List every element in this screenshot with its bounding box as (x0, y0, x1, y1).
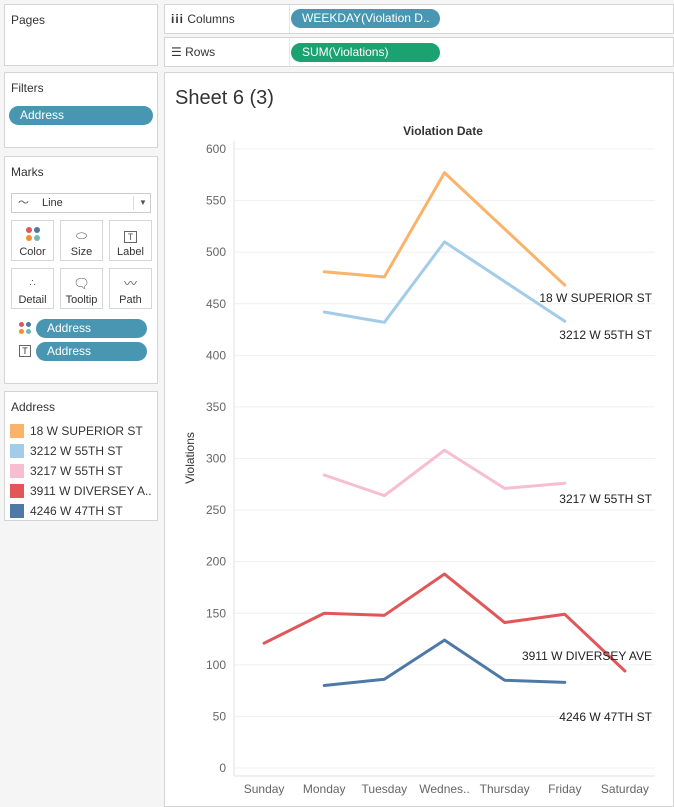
columns-label: iii Columns (171, 12, 235, 26)
legend-swatch (10, 484, 24, 498)
sheet-title: Sheet 6 (3) (175, 87, 274, 109)
columns-pill[interactable]: WEEKDAY(Violation D.. (291, 9, 440, 28)
label-button[interactable]: T Label (109, 220, 152, 261)
detail-icon: ∴ (29, 278, 36, 289)
label-field-icon: T (19, 345, 31, 357)
rows-pill[interactable]: SUM(Violations) (291, 43, 440, 62)
path-button[interactable]: 〰 Path (109, 268, 152, 309)
filters-title: Filters (11, 81, 44, 95)
legend-swatch (10, 504, 24, 518)
rows-label: ☰ Rows (171, 45, 215, 59)
detail-button-label: Detail (18, 294, 47, 306)
size-button-label: Size (70, 246, 93, 258)
filter-pill-address[interactable]: Address (9, 106, 153, 125)
size-button[interactable]: ⬭ Size (60, 220, 103, 261)
legend-label: 3911 W DIVERSEY A.. (30, 484, 152, 498)
marks-title: Marks (11, 165, 44, 179)
text-label-icon: T (110, 226, 151, 246)
shelf-divider (289, 5, 290, 33)
legend-swatch (10, 464, 24, 478)
filters-shelf[interactable]: Filters Address (4, 72, 158, 148)
marks-card: Marks 〜 Line ▼ Color ⬭ Size T Label ∴ De… (4, 156, 158, 384)
mark-type-value: Line (42, 197, 63, 209)
rows-icon: ☰ (171, 45, 182, 59)
line-icon: 〜 (18, 197, 29, 209)
tooltip-button[interactable]: 🗨 Tooltip (60, 268, 103, 309)
legend-label: 3212 W 55TH ST (30, 444, 123, 458)
size-icon: ⬭ (75, 228, 88, 243)
color-button[interactable]: Color (11, 220, 54, 261)
legend-label: 3217 W 55TH ST (30, 464, 123, 478)
columns-icon: iii (171, 12, 185, 26)
pages-shelf[interactable]: Pages (4, 4, 158, 66)
color-field-pill[interactable]: Address (36, 319, 147, 338)
tooltip-button-label: Tooltip (65, 294, 98, 306)
legend-title: Address (11, 400, 56, 414)
shelf-divider (289, 38, 290, 66)
sheet-view: Sheet 6 (3) (164, 72, 674, 807)
legend-label: 4246 W 47TH ST (30, 504, 123, 518)
columns-shelf[interactable]: iii Columns WEEKDAY(Violation D.. (164, 4, 674, 34)
rows-label-text: Rows (185, 45, 216, 59)
chevron-down-icon: ▼ (139, 198, 147, 207)
label-field-pill[interactable]: Address (36, 342, 147, 361)
detail-button[interactable]: ∴ Detail (11, 268, 54, 309)
legend-label: 18 W SUPERIOR ST (30, 424, 143, 438)
tooltip-icon: 🗨 (73, 276, 90, 291)
mark-type-dropdown[interactable]: 〜 Line ▼ (11, 193, 151, 213)
color-field-icon (18, 321, 32, 338)
legend-swatch (10, 424, 24, 438)
color-button-label: Color (19, 246, 46, 258)
legend-swatch (10, 444, 24, 458)
columns-label-text: Columns (187, 12, 235, 26)
rows-shelf[interactable]: ☰ Rows SUM(Violations) (164, 37, 674, 67)
label-button-label: Label (117, 246, 144, 258)
path-icon: 〰 (123, 276, 137, 291)
color-icon (12, 226, 53, 246)
path-button-label: Path (119, 294, 142, 306)
color-legend: Address 18 W SUPERIOR ST 3212 W 55TH ST … (4, 391, 158, 521)
dropdown-separator (133, 196, 134, 210)
pages-title: Pages (11, 13, 46, 27)
